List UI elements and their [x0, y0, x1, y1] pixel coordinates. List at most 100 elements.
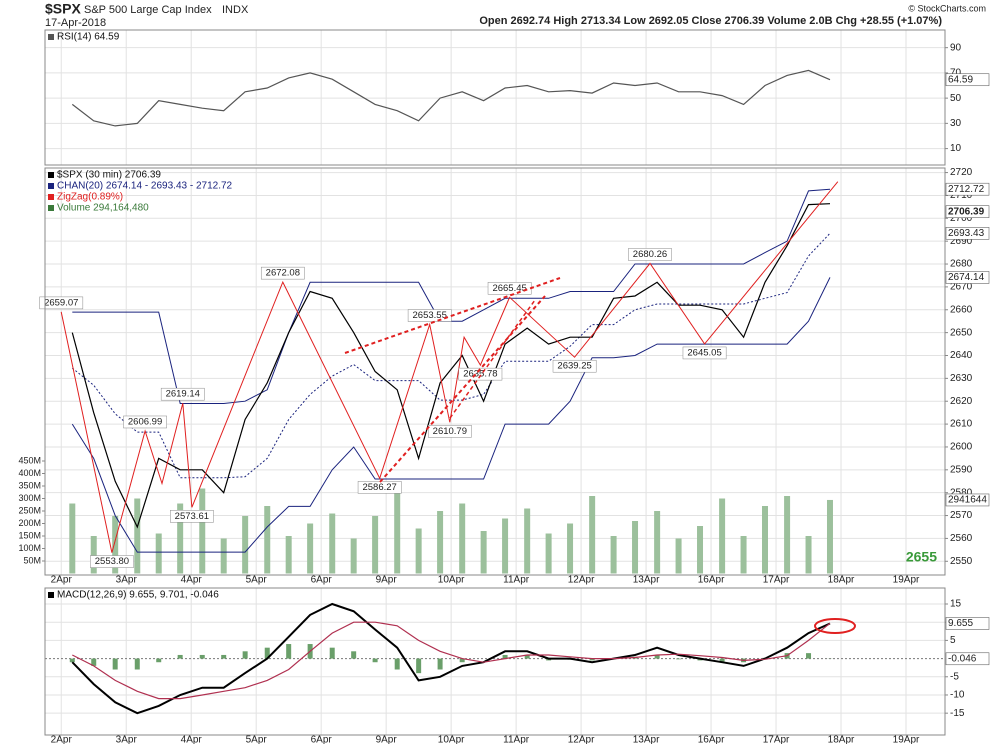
x-tick-label: 13Apr: [633, 735, 660, 744]
y-tick-label: 15: [950, 599, 962, 610]
x-tick-label: 17Apr: [763, 735, 790, 744]
legend-label: RSI(14) 64.59: [57, 32, 120, 43]
volume-bar: [567, 523, 574, 574]
panel-frame: [44, 29, 946, 166]
y-tick-label: -5: [950, 671, 959, 682]
volume-bar: [285, 536, 292, 574]
legend-label: CHAN(20) 2674.14 - 2693.43 - 2712.72: [57, 181, 233, 192]
volume-bar: [762, 506, 768, 574]
quote: Open 2692.74 High 2713.34 Low 2692.05 Cl…: [479, 15, 942, 27]
histogram-bar: [134, 658, 140, 670]
y-tick-label: 2680: [950, 259, 973, 270]
volume-bar: [719, 498, 726, 574]
legend-swatch: [48, 183, 54, 189]
volume-bar: [90, 536, 97, 574]
y2-tick-label: 400M: [18, 468, 41, 478]
value-box: [945, 182, 990, 196]
value-box-label: 2712.72: [948, 184, 985, 195]
legend-swatch: [48, 34, 54, 40]
x-tick-label: 4Apr: [181, 575, 203, 586]
zigzag-label-box: [123, 415, 167, 429]
zigzag-label-box: [170, 510, 214, 523]
y-tick-label: 2660: [950, 304, 973, 315]
histogram-bar: [112, 658, 118, 670]
volume-bar: [394, 491, 401, 574]
y2-tick-label: 350M: [18, 480, 41, 490]
histogram-bar: [437, 658, 443, 670]
histogram-bar: [372, 658, 378, 663]
histogram-bar: [177, 654, 183, 659]
volume-bar: [437, 511, 444, 574]
histogram-bar: [524, 654, 530, 659]
y-tick-label: 50: [950, 93, 962, 104]
x-tick-label: 17Apr: [763, 575, 790, 586]
y-tick-label: 2620: [950, 396, 973, 407]
volume-bar: [545, 533, 552, 574]
value-box-label: 64.59: [948, 74, 973, 85]
zigzag-label-box: [160, 387, 205, 401]
highlight-ellipse: [814, 618, 856, 634]
y-tick-label: 90: [950, 42, 962, 53]
value-box: [945, 73, 990, 87]
zigzag-label: 2635.78: [463, 369, 497, 380]
x-tick-label: 16Apr: [698, 735, 725, 744]
y2-tick-label: 100M: [18, 543, 41, 553]
plot-layer: 10 30 50 70 90 RSI(14) 64.59 64.59 2Apr 3Apr 4Apr…: [18, 29, 990, 744]
histogram-bar: [502, 654, 508, 659]
histogram-bar: [286, 644, 292, 659]
copyright: © StockCharts.com: [908, 3, 986, 13]
y2-tick-label: 450M: [18, 455, 41, 465]
volume-bar: [372, 516, 379, 574]
y-tick-label: 2710: [950, 190, 973, 201]
value-box-label: 2674.14: [948, 272, 985, 283]
zigzag-label-box: [427, 425, 472, 438]
y-tick-label: 2610: [950, 419, 973, 430]
panel-frame: [44, 167, 946, 576]
volume-bar: [155, 533, 162, 574]
legend-swatch: [48, 592, 54, 598]
x-tick-label: 9Apr: [376, 735, 398, 744]
volume-bar: [480, 531, 487, 574]
histogram-bar: [351, 651, 357, 659]
volume-bar: [307, 523, 314, 574]
y-tick-label: -10: [950, 690, 965, 701]
histogram-bar: [199, 654, 205, 659]
histogram-bar: [264, 647, 270, 659]
y-tick-label: 10: [950, 143, 962, 154]
y-tick-label: 70: [950, 68, 962, 79]
volume-bar: [784, 496, 791, 574]
volume-bar: [69, 503, 76, 574]
volume-bar: [220, 538, 227, 574]
histogram-bar: [91, 658, 97, 666]
index-name: S&P 500 Large Cap Index: [84, 4, 212, 16]
value-box-label: 9.655: [948, 618, 973, 629]
value-box-label: 2706.39: [948, 206, 985, 217]
y-tick-label: 2570: [950, 510, 973, 521]
y-tick-label: 2700: [950, 213, 973, 224]
y-tick-label: 2650: [950, 327, 973, 338]
volume-bar: [805, 536, 812, 574]
x-tick-label: 9Apr: [376, 575, 398, 586]
x-tick-label: 6Apr: [311, 575, 333, 586]
legend-label: $SPX (30 min) 2706.39: [57, 170, 161, 181]
y-tick-label: 2720: [950, 167, 973, 178]
y-tick-label: 2630: [950, 373, 973, 384]
histogram-bar: [242, 651, 248, 659]
series-line: [71, 203, 831, 529]
zigzag-label: 2619.14: [166, 389, 200, 400]
value-box-label: 2693.43: [948, 228, 985, 239]
volume-bar: [134, 498, 141, 574]
volume-bar: [459, 503, 466, 574]
trendline: [379, 295, 546, 483]
histogram-bar: [416, 658, 422, 674]
series-line: [71, 602, 831, 715]
volume-bar: [242, 516, 249, 574]
x-tick-label: 18Apr: [828, 575, 855, 586]
zigzag-label: 2586.27: [362, 482, 396, 493]
x-tick-label: 5Apr: [246, 575, 268, 586]
x-tick-label: 2Apr: [51, 735, 73, 744]
histogram-bar: [69, 658, 75, 663]
zigzag-label: 2665.45: [492, 283, 526, 294]
exchange: INDX: [222, 4, 249, 16]
